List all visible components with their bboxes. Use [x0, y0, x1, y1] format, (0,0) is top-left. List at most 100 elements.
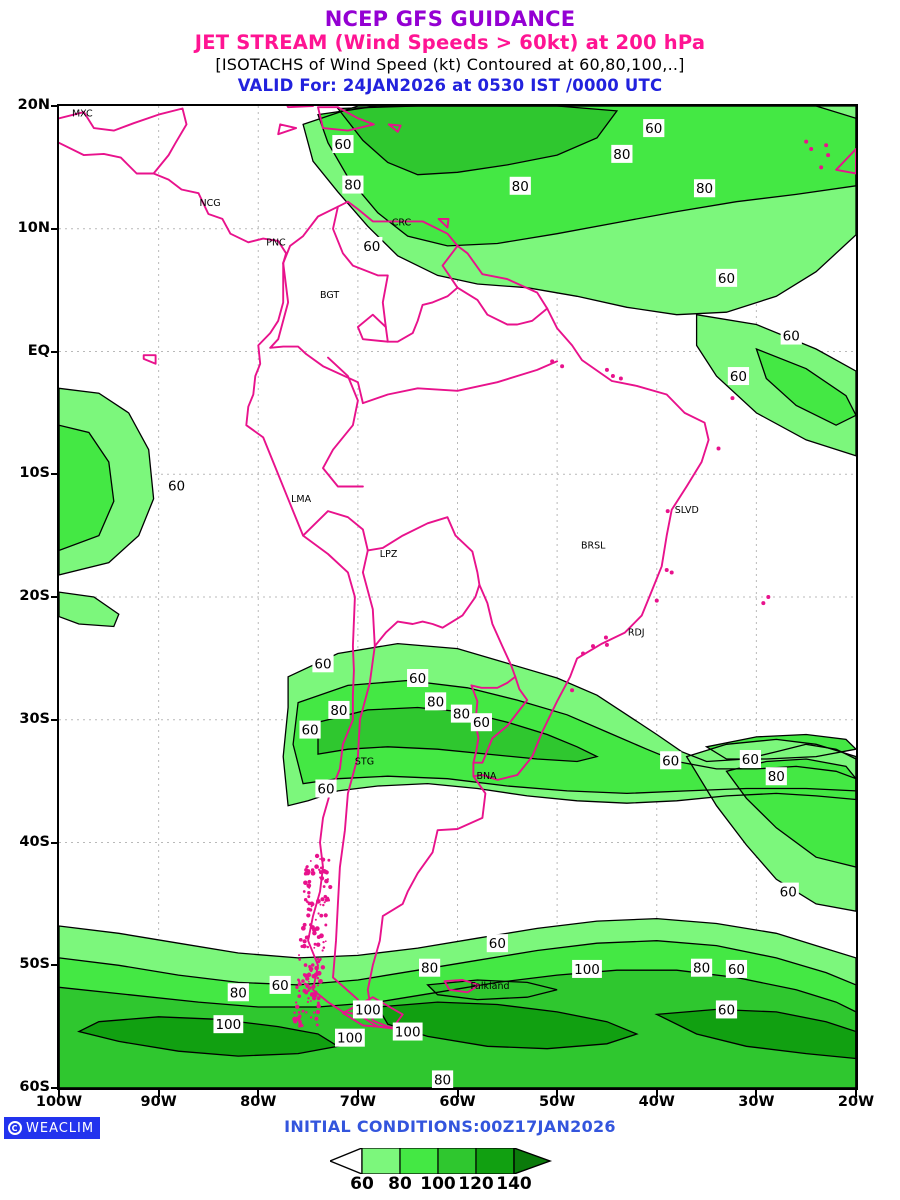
svg-text:60: 60: [718, 271, 735, 287]
svg-text:60: 60: [409, 671, 426, 687]
y-axis-tick: [51, 964, 58, 966]
y-axis-tick: [51, 596, 58, 598]
y-axis-label: EQ: [2, 343, 50, 359]
x-axis-tick: [357, 1090, 359, 1097]
y-axis-label: 10S: [2, 465, 50, 481]
svg-text:100: 100: [355, 1002, 381, 1018]
map-plot-area[interactable]: 60 80 60 80 60 80 80 60 60 60 60 60 60 80 60 60 80 80 60 60…: [57, 104, 858, 1090]
y-axis-label: 20N: [2, 97, 50, 113]
svg-text:60: 60: [473, 715, 490, 731]
colorbar-swatches: [330, 1148, 554, 1174]
svg-text:SLVD: SLVD: [675, 505, 699, 516]
title-line-valid-time: VALID For: 24JAN2026 at 0530 IST /0000 U…: [0, 75, 900, 97]
svg-text:STG: STG: [355, 756, 374, 767]
svg-text:60: 60: [783, 329, 800, 345]
svg-text:100: 100: [215, 1017, 241, 1033]
svg-text:60: 60: [645, 121, 662, 137]
svg-text:80: 80: [696, 181, 713, 197]
title-line-model: NCEP GFS GUIDANCE: [0, 0, 900, 31]
x-axis-tick: [457, 1090, 459, 1097]
svg-text:PNC: PNC: [266, 237, 286, 248]
colorbar-tick-label: 60: [342, 1174, 382, 1194]
svg-text:60: 60: [314, 656, 331, 672]
svg-text:100: 100: [337, 1031, 363, 1047]
svg-text:BGT: BGT: [320, 290, 339, 301]
copyright-icon: C: [8, 1121, 22, 1135]
svg-text:80: 80: [768, 769, 785, 785]
y-axis-tick: [51, 842, 58, 844]
y-axis-label: 50S: [2, 956, 50, 972]
svg-text:60: 60: [363, 239, 380, 255]
svg-text:80: 80: [330, 703, 347, 719]
weaclim-logo: C WEACLIM: [4, 1117, 100, 1139]
svg-text:60: 60: [272, 978, 289, 994]
svg-text:CRC: CRC: [392, 218, 412, 229]
svg-text:80: 80: [344, 178, 361, 194]
svg-text:80: 80: [453, 707, 470, 723]
svg-text:RDJ: RDJ: [628, 628, 645, 639]
svg-text:60: 60: [317, 781, 334, 797]
colorbar-swatch: [362, 1148, 400, 1174]
svg-text:NCG: NCG: [199, 198, 220, 209]
svg-text:80: 80: [427, 694, 444, 710]
svg-text:80: 80: [421, 961, 438, 977]
y-axis-tick: [51, 351, 58, 353]
y-axis-tick: [51, 228, 58, 230]
colorbar-over-arrow: [514, 1148, 550, 1174]
svg-text:80: 80: [693, 961, 710, 977]
colorbar-swatch: [476, 1148, 514, 1174]
y-axis-label: 60S: [2, 1079, 50, 1095]
y-axis-label: 40S: [2, 834, 50, 850]
svg-text:60: 60: [301, 723, 318, 739]
colorbar-tick-label: 140: [494, 1174, 534, 1194]
svg-text:60: 60: [334, 137, 351, 153]
svg-text:60: 60: [662, 753, 679, 769]
x-axis-tick: [656, 1090, 658, 1097]
svg-text:80: 80: [230, 985, 247, 1001]
svg-text:BNA: BNA: [476, 771, 497, 782]
y-axis-label: 30S: [2, 711, 50, 727]
y-axis-label: 10N: [2, 220, 50, 236]
x-axis-tick: [755, 1090, 757, 1097]
svg-text:60: 60: [718, 1002, 735, 1018]
colorbar-tick-label: 100: [418, 1174, 458, 1194]
svg-text:60: 60: [730, 369, 747, 385]
colorbar-tick-label: 120: [456, 1174, 496, 1194]
x-axis-tick: [855, 1090, 857, 1097]
colorbar-swatch: [400, 1148, 438, 1174]
x-axis-tick: [257, 1090, 259, 1097]
svg-text:60: 60: [728, 962, 745, 978]
y-axis-tick: [51, 105, 58, 107]
svg-text:Falkland: Falkland: [470, 981, 509, 992]
y-axis-label: 20S: [2, 588, 50, 604]
x-axis-tick: [556, 1090, 558, 1097]
y-axis-tick: [51, 473, 58, 475]
colorbar-swatch: [438, 1148, 476, 1174]
colorbar-tick-label: 80: [380, 1174, 420, 1194]
svg-text:60: 60: [168, 478, 185, 494]
title-line-product: JET STREAM (Wind Speeds > 60kt) at 200 h…: [0, 31, 900, 54]
svg-text:BRSL: BRSL: [581, 540, 606, 551]
svg-text:80: 80: [434, 1072, 451, 1088]
y-axis-tick: [51, 719, 58, 721]
initial-conditions-label: INITIAL CONDITIONS:00Z17JAN2026: [0, 1117, 900, 1136]
y-axis-tick: [51, 1087, 58, 1089]
x-axis-tick: [158, 1090, 160, 1097]
x-axis-tick: [58, 1090, 60, 1097]
chart-title-block: NCEP GFS GUIDANCE JET STREAM (Wind Speed…: [0, 0, 900, 104]
svg-text:100: 100: [574, 962, 600, 978]
svg-text:80: 80: [613, 147, 630, 163]
title-line-isotachs: [ISOTACHS of Wind Speed (kt) Contoured a…: [0, 54, 900, 75]
svg-text:LMA: LMA: [291, 494, 311, 505]
svg-text:80: 80: [512, 179, 529, 195]
svg-text:100: 100: [395, 1025, 421, 1041]
svg-text:60: 60: [780, 885, 797, 901]
jet-stream-isotach-map: 6080608060808060606060606080606080806060…: [59, 106, 856, 1088]
colorbar: 60 80 100 120 140: [0, 1148, 900, 1200]
svg-text:60: 60: [489, 936, 506, 952]
colorbar-under-arrow: [330, 1148, 362, 1174]
svg-text:LPZ: LPZ: [380, 549, 398, 560]
svg-text:MXC: MXC: [72, 108, 93, 119]
svg-text:60: 60: [742, 752, 759, 768]
weaclim-label: WEACLIM: [26, 1121, 94, 1136]
